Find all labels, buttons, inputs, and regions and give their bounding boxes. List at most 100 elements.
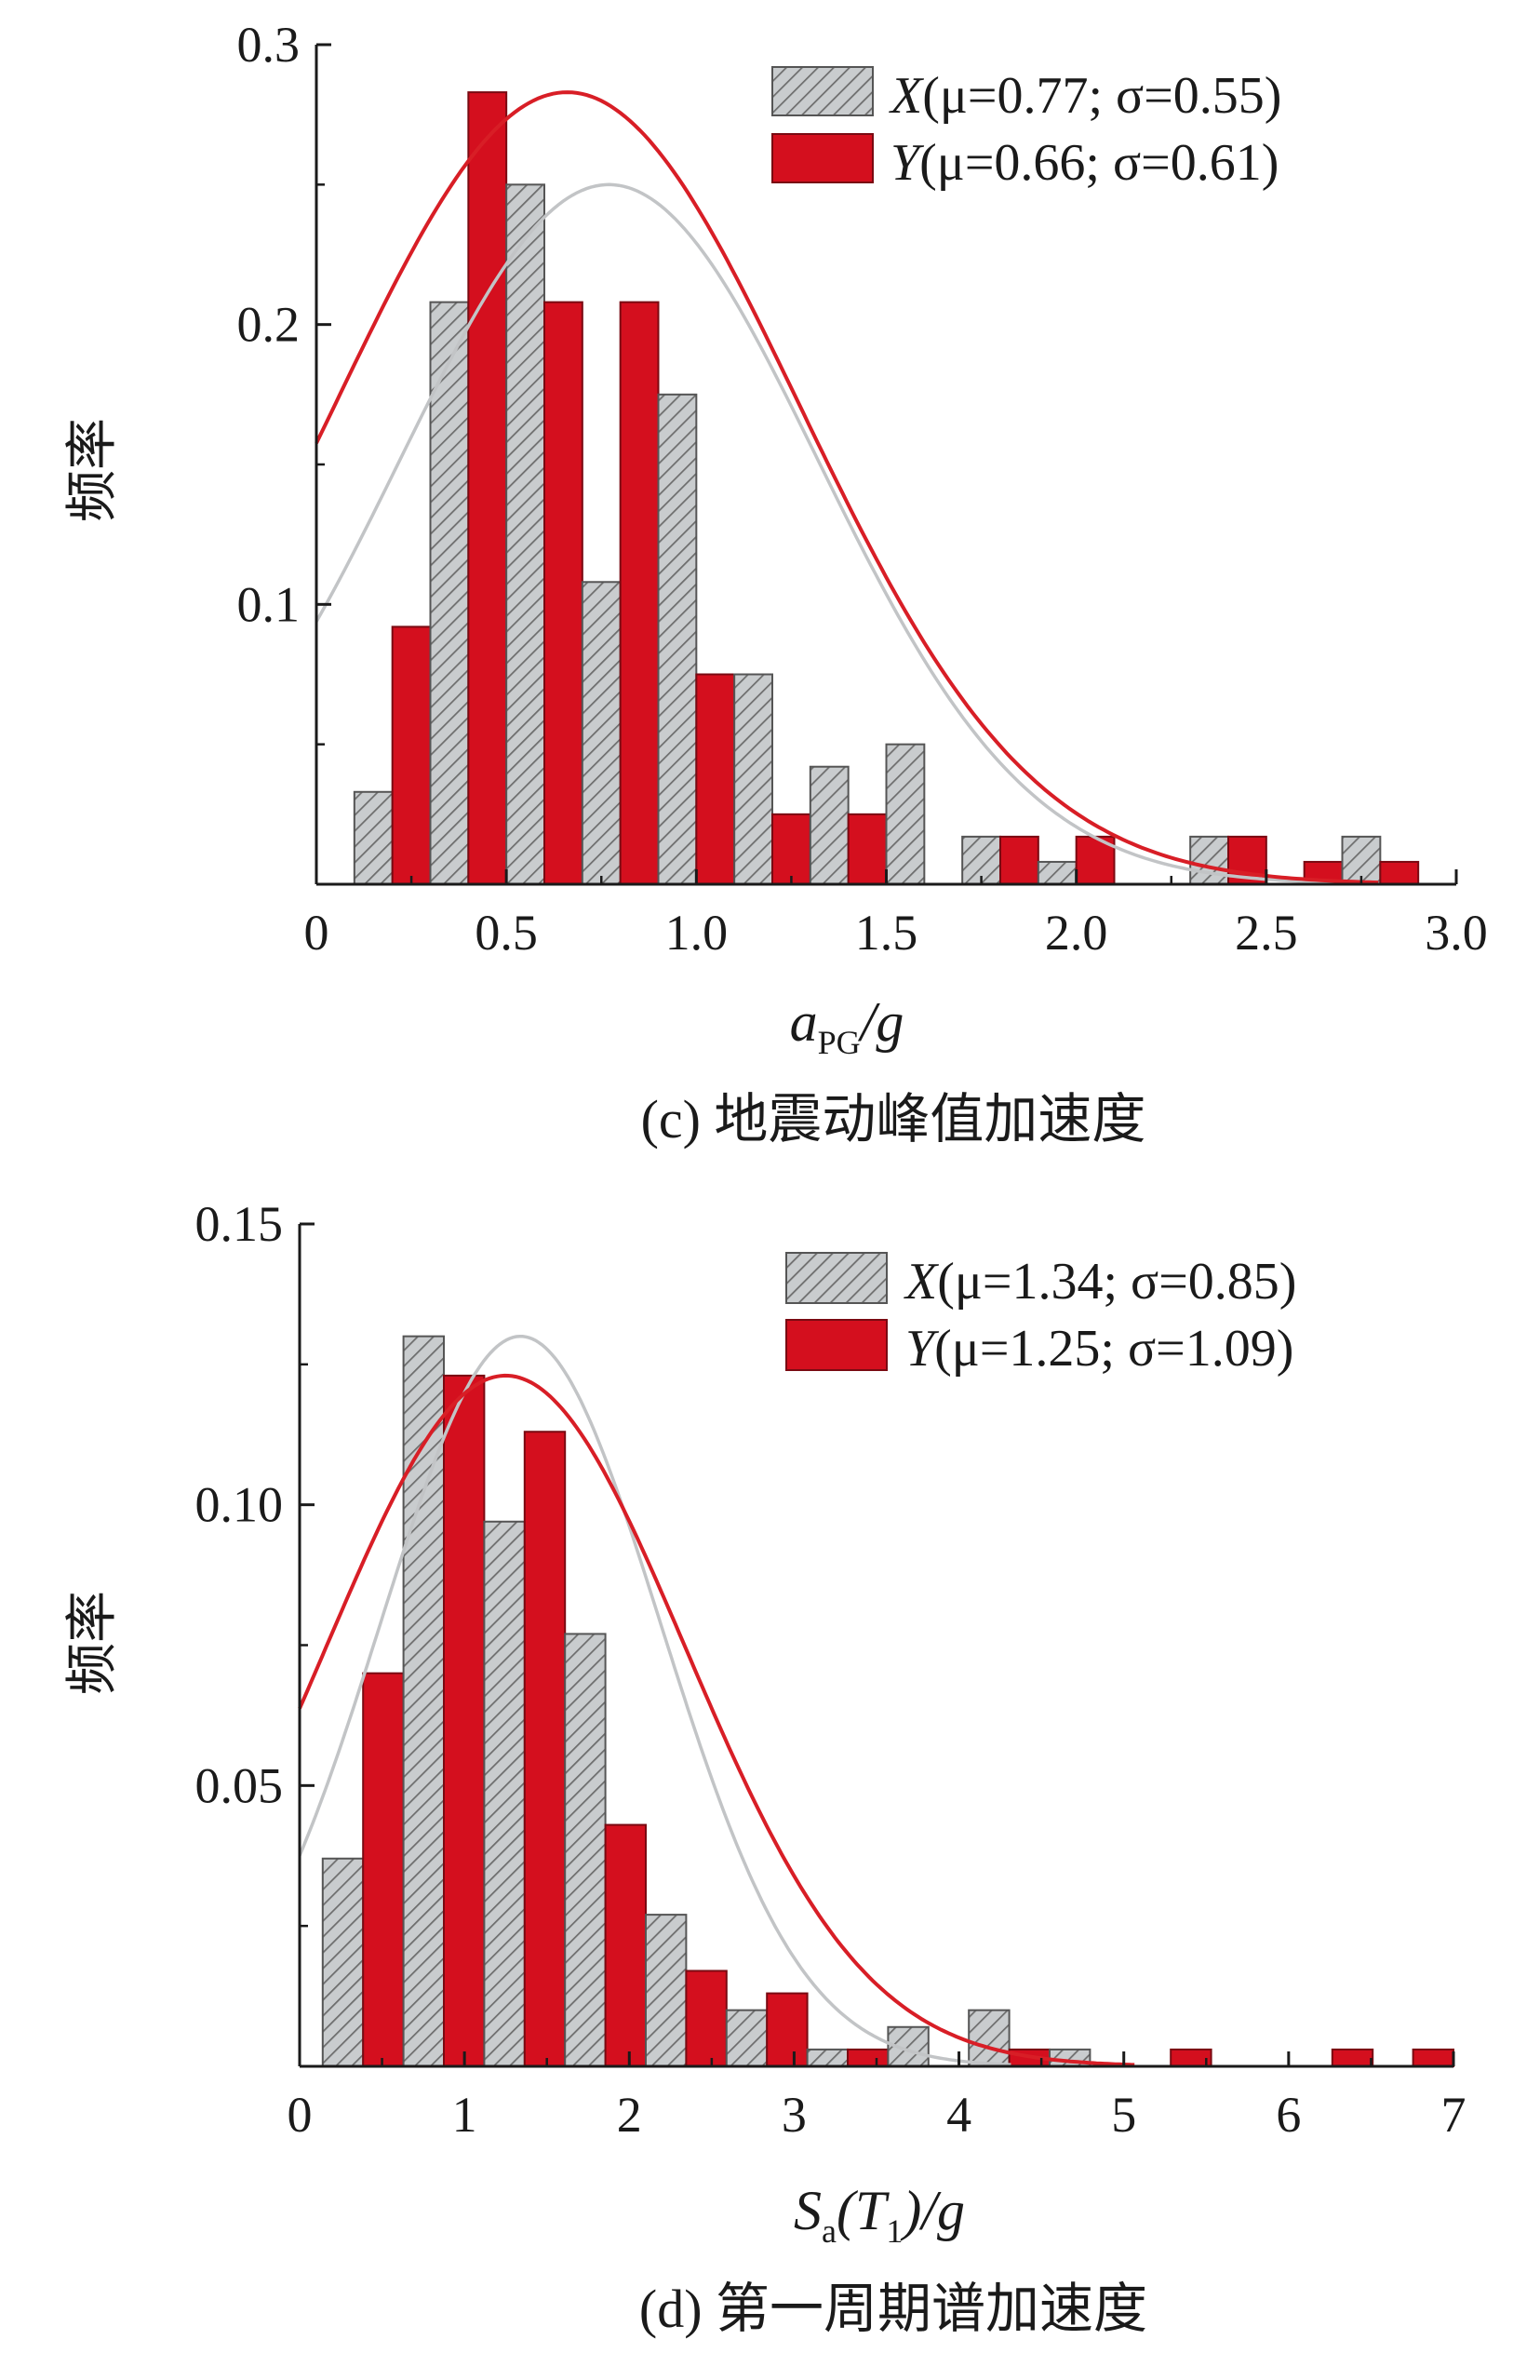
chart-c-xlabel-sub: PG bbox=[818, 1024, 861, 1061]
bar-y bbox=[391, 625, 432, 885]
chart-d-curves bbox=[298, 1334, 1135, 2067]
legend-y-label: Y(μ=0.66; σ=0.61) bbox=[891, 134, 1279, 192]
bar-y bbox=[604, 1823, 647, 2067]
bar-y bbox=[543, 301, 583, 885]
chart-d-xlabel: Sa(T1)/g bbox=[794, 2180, 965, 2250]
x-tick-label: 2.0 bbox=[1045, 905, 1108, 961]
chart-d-xlabel-sub: a bbox=[822, 2212, 837, 2250]
legend-x-stats: (μ=1.34; σ=0.85) bbox=[937, 1253, 1296, 1311]
bar-x bbox=[968, 2009, 1011, 2068]
legend-x-stats: (μ=0.77; σ=0.55) bbox=[922, 67, 1281, 125]
bar-y bbox=[362, 1672, 405, 2067]
legend-y-swatch bbox=[785, 1319, 888, 1371]
bar-x bbox=[353, 790, 394, 886]
bar-x bbox=[321, 1857, 365, 2068]
chart-c-xlabel-tail: /g bbox=[858, 991, 904, 1053]
legend-y-name: Y bbox=[905, 1320, 940, 1378]
legend-y-stats: (μ=0.66; σ=0.61) bbox=[919, 134, 1279, 192]
curve-x bbox=[298, 1334, 1011, 2067]
bar-y bbox=[685, 1970, 728, 2068]
bar-y bbox=[443, 1374, 486, 2067]
chart-d-caption: (d) 第一周期谱加速度 bbox=[639, 2279, 1147, 2339]
y-tick-label: 0.10 bbox=[195, 1477, 284, 1533]
chart-c-legend: X(μ=0.77; σ=0.55) Y(μ=0.66; σ=0.61) bbox=[771, 66, 1281, 192]
chart-d-bars bbox=[321, 1335, 1454, 2068]
x-tick-label: 6 bbox=[1276, 2087, 1301, 2143]
bar-y bbox=[1412, 2048, 1454, 2067]
legend-x-name: X bbox=[904, 1253, 940, 1311]
bar-x bbox=[645, 1914, 688, 2068]
chart-c: 0 0.5 1.0 1.5 2.0 2.5 3.0 0.1 0.2 0.3 X(μ=0.77; σ… bbox=[64, 17, 1488, 1150]
x-tick-label: 7 bbox=[1441, 2087, 1466, 2143]
bar-y bbox=[619, 301, 660, 885]
x-tick-label: 1 bbox=[452, 2087, 477, 2143]
chart-d-xlabel-paren-sub: 1 bbox=[886, 2212, 903, 2250]
legend-y-swatch bbox=[771, 133, 874, 183]
x-tick-label: 3 bbox=[782, 2087, 807, 2143]
chart-d-ticks: 0 1 2 3 4 5 6 7 0.05 0.10 0.15 bbox=[195, 1196, 1466, 2143]
bar-x bbox=[429, 301, 470, 885]
chart-d-ylabel: 频率 bbox=[64, 1591, 122, 1695]
y-tick-label: 0.05 bbox=[195, 1757, 284, 1813]
bar-y bbox=[695, 673, 736, 885]
bar-y bbox=[766, 1992, 809, 2067]
legend-y-stats: (μ=1.25; σ=1.09) bbox=[934, 1320, 1293, 1378]
y-tick-label: 0.3 bbox=[237, 17, 301, 73]
chart-c-bars bbox=[353, 91, 1420, 886]
bar-y bbox=[1331, 2048, 1374, 2067]
chart-d-xlabel-tail: )/g bbox=[900, 2180, 965, 2241]
bar-x bbox=[809, 765, 850, 885]
bar-x bbox=[657, 393, 698, 886]
chart-c-ticks: 0 0.5 1.0 1.5 2.0 2.5 3.0 0.1 0.2 0.3 bbox=[237, 17, 1488, 961]
chart-d-xlabel-main: S bbox=[794, 2180, 822, 2241]
x-tick-label: 0 bbox=[288, 2087, 313, 2143]
chart-c-curves bbox=[315, 90, 1379, 885]
bar-y bbox=[467, 91, 508, 885]
legend-y-name: Y bbox=[891, 134, 925, 192]
legend-x-swatch bbox=[771, 66, 874, 116]
x-tick-label: 1.0 bbox=[665, 905, 729, 961]
chart-c-xlabel-main: a bbox=[790, 991, 818, 1053]
bar-x bbox=[581, 581, 622, 886]
bar-x bbox=[1189, 835, 1229, 885]
bar-x bbox=[505, 183, 546, 886]
chart-d: 0 1 2 3 4 5 6 7 0.05 0.10 0.15 X(μ=1.34; σ=0.85) Y… bbox=[64, 1196, 1466, 2339]
legend-x-label: X(μ=1.34; σ=0.85) bbox=[904, 1253, 1296, 1311]
x-tick-label: 3.0 bbox=[1425, 905, 1488, 961]
x-tick-label: 0 bbox=[304, 905, 329, 961]
x-tick-label: 2 bbox=[617, 2087, 642, 2143]
bar-y bbox=[771, 813, 811, 885]
bar-x bbox=[483, 1520, 526, 2068]
bar-x bbox=[1037, 860, 1078, 885]
curve-x bbox=[315, 182, 1341, 885]
chart-c-ylabel: 频率 bbox=[64, 418, 122, 522]
y-tick-label: 0.2 bbox=[237, 297, 301, 353]
x-tick-label: 5 bbox=[1111, 2087, 1136, 2143]
y-tick-label: 0.1 bbox=[237, 576, 301, 632]
bar-x bbox=[885, 743, 926, 886]
bar-x bbox=[806, 2048, 849, 2067]
bar-x bbox=[733, 673, 774, 885]
bar-y bbox=[847, 2048, 890, 2067]
x-tick-label: 1.5 bbox=[855, 905, 918, 961]
bar-y bbox=[847, 813, 888, 885]
curve-y bbox=[315, 90, 1379, 885]
chart-d-xlabel-paren: (T bbox=[837, 2180, 890, 2241]
bar-x bbox=[564, 1633, 607, 2068]
chart-c-caption: (c) 地震动峰值加速度 bbox=[641, 1089, 1146, 1150]
bar-y bbox=[999, 835, 1039, 885]
bar-y bbox=[523, 1431, 567, 2067]
y-tick-label: 0.15 bbox=[195, 1196, 284, 1252]
bar-y bbox=[1379, 860, 1420, 885]
x-tick-label: 4 bbox=[946, 2087, 971, 2143]
legend-y-label: Y(μ=1.25; σ=1.09) bbox=[905, 1320, 1293, 1378]
legend-x-name: X bbox=[889, 67, 925, 125]
chart-d-legend: X(μ=1.34; σ=0.85) Y(μ=1.25; σ=1.09) bbox=[785, 1252, 1296, 1378]
chart-c-xlabel: aPG/g bbox=[790, 991, 904, 1061]
bar-x bbox=[725, 2009, 769, 2068]
curve-y bbox=[298, 1373, 1135, 2067]
x-tick-label: 2.5 bbox=[1235, 905, 1298, 961]
legend-x-label: X(μ=0.77; σ=0.55) bbox=[889, 67, 1281, 125]
x-tick-label: 0.5 bbox=[475, 905, 538, 961]
